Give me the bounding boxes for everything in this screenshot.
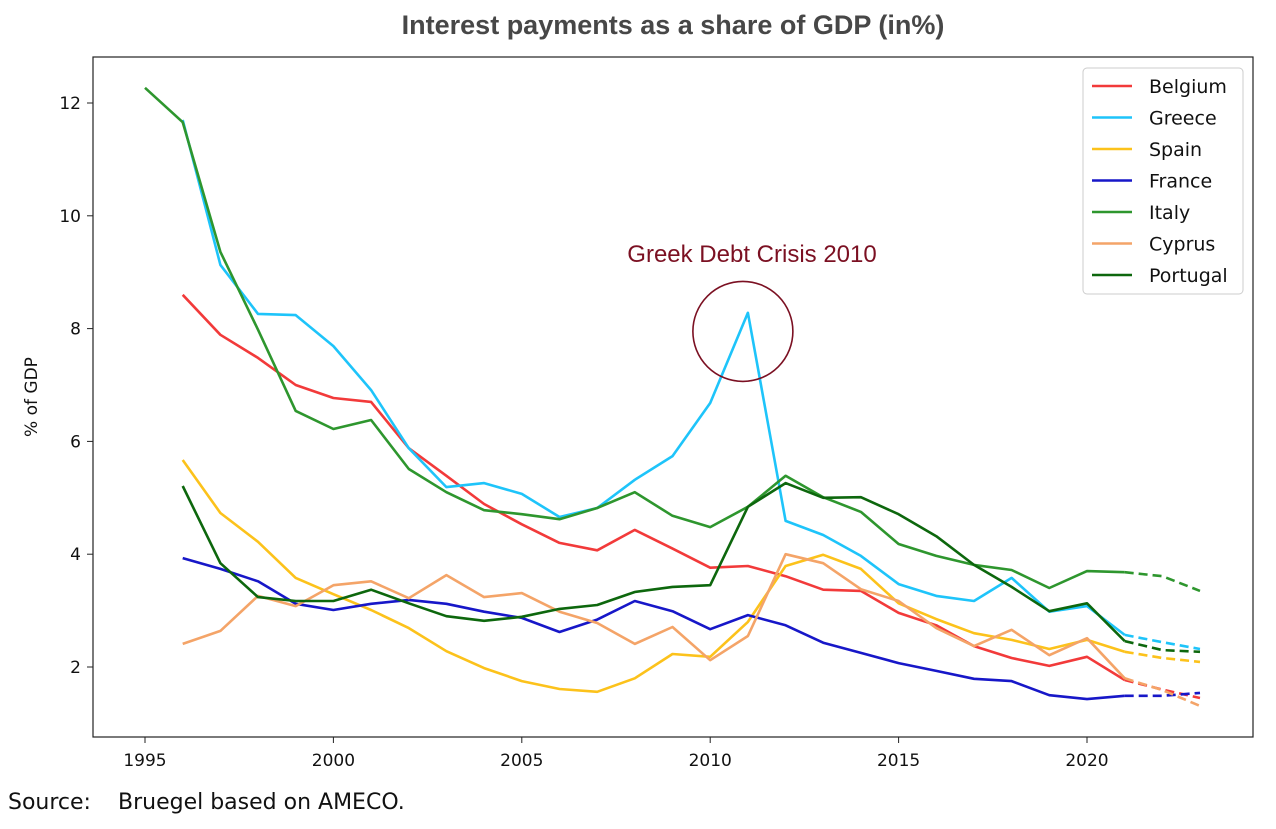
legend-item: Greece [1092,108,1217,130]
series-belgium [181,293,1201,700]
x-tick-label: 1995 [123,751,166,771]
series-forecast-line [1124,650,1201,664]
y-tick-label: 6 [70,432,81,452]
legend-label: Cyprus [1149,234,1215,256]
x-tick-label: 2000 [312,751,355,771]
y-tick-label: 12 [59,94,81,114]
x-tick-label: 2005 [500,751,543,771]
chart-title: Interest payments as a share of GDP (in%… [401,10,945,40]
series-forecast-line [1124,691,1201,698]
series-portugal [181,481,1201,654]
legend-box [1082,67,1244,295]
series-cyprus [182,552,1201,708]
y-axis-label: % of GDP [22,357,42,437]
plot-frame [92,56,1254,738]
annotation-text: Greek Debt Crisis 2010 [627,241,876,268]
y-tick-label: 2 [70,658,81,678]
series-line [182,556,1125,701]
series-france [182,556,1201,701]
source-note: Source: Bruegel based on AMECO. [8,790,405,815]
y-tick-label: 10 [59,207,81,227]
legend-item: France [1092,171,1212,193]
legend-item: Italy [1092,202,1190,224]
legend-item: Belgium [1092,76,1227,98]
series-line [181,481,1126,643]
legend-label: Portugal [1149,265,1228,287]
series-forecast-line [1124,677,1201,708]
y-tick-label: 8 [70,320,81,340]
series-forecast-line [1124,639,1201,654]
x-tick-label: 2020 [1065,751,1108,771]
series-spain [181,459,1201,694]
legend: Belgium Greece Spain France Italy Cyprus Portu… [1082,67,1244,295]
source-text: Bruegel based on AMECO. [118,790,405,815]
legend-item: Portugal [1092,265,1228,287]
series-italy [144,86,1201,593]
series-forecast-line [1124,633,1201,651]
series-line [144,86,1125,590]
legend-label: Italy [1149,202,1190,224]
series-line [181,459,1126,694]
legend-label: Greece [1149,108,1217,130]
legend-label: Belgium [1149,76,1227,98]
series-greece [181,119,1201,651]
legend-label: France [1149,171,1212,193]
legend-item: Cyprus [1092,234,1215,256]
series-line [182,552,1126,680]
series-forecast-line [1124,678,1201,700]
series-line [181,119,1126,636]
legend-label: Spain [1149,139,1202,161]
x-tick-label: 2010 [689,751,732,771]
y-tick-label: 4 [70,545,81,565]
series-line [181,293,1126,682]
legend-item: Spain [1092,139,1202,161]
annotation-circle [692,280,794,383]
series-forecast-line [1124,570,1201,593]
source-label: Source: [8,790,91,815]
x-tick-label: 2015 [877,751,920,771]
